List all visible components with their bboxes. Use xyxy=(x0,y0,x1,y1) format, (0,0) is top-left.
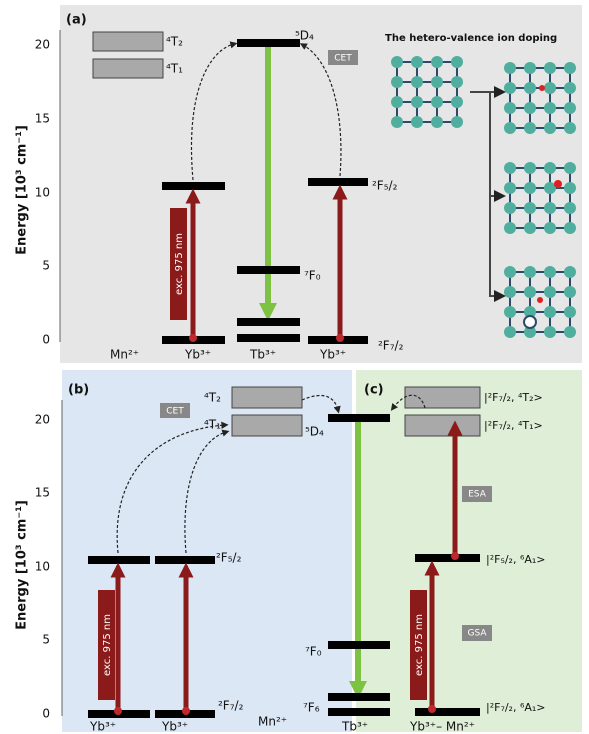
level-box xyxy=(404,414,481,437)
state-label: ⁴T₁ xyxy=(166,62,183,76)
exc-box xyxy=(98,590,115,700)
state-label: ²F₇/₂ xyxy=(378,339,404,353)
state-label: ⁴T₁ xyxy=(204,418,221,432)
state-label: |²F₅/₂, ⁶A₁> xyxy=(486,553,546,566)
panel-label: (c) xyxy=(364,383,384,398)
dot xyxy=(428,705,436,713)
dopant xyxy=(537,297,543,303)
ion-label: Yb³⁺ xyxy=(184,348,211,362)
transfer-arrow xyxy=(116,421,229,554)
state-label: ⁴T₂ xyxy=(204,391,221,405)
tag: GSA xyxy=(467,629,487,639)
state-label: ⁷F₀ xyxy=(305,645,322,659)
level-box xyxy=(92,58,164,79)
ion-label: Tb³⁺ xyxy=(341,720,368,734)
tick-label: 10 xyxy=(35,560,50,574)
vacancy xyxy=(523,315,537,329)
dot xyxy=(451,552,459,560)
level-box xyxy=(231,414,303,437)
panel-label: (b) xyxy=(68,383,89,398)
exc-label: exc. 975 nm xyxy=(414,614,425,676)
exc-label: exc. 975 nm xyxy=(102,614,113,676)
state-label: |²F₇/₂, ⁴T₁> xyxy=(484,419,543,432)
state-label: ⁴T₂ xyxy=(166,35,183,49)
tag-box xyxy=(462,625,492,641)
state-label: ²F₇/₂ xyxy=(218,699,244,713)
state-label: |²F₇/₂, ⁴T₂> xyxy=(484,391,543,404)
tag: CET xyxy=(334,54,352,64)
dopant xyxy=(554,180,562,188)
axis-title: Energy [10³ cm⁻¹] xyxy=(15,500,30,630)
exc-label: exc. 975 nm xyxy=(174,233,185,295)
ion-label: Yb³⁺ xyxy=(319,348,346,362)
axis-title: Energy [10³ cm⁻¹] xyxy=(15,125,30,255)
ion-label: Mn²⁺ xyxy=(110,348,139,362)
tag: CET xyxy=(166,407,184,417)
tick-label: 5 xyxy=(42,259,50,273)
bracket xyxy=(470,91,506,302)
tick-label: 20 xyxy=(35,413,50,427)
state-label: ⁵D₄ xyxy=(305,425,324,439)
tick-label: 15 xyxy=(35,112,50,126)
tick-label: 0 xyxy=(42,707,50,721)
state-label: ²F₅/₂ xyxy=(372,179,398,193)
tag: ESA xyxy=(468,490,487,500)
panel-a: (a) Energy [10³ cm⁻¹] 0 5 10 15 20 ⁴T₂ ⁴… xyxy=(15,5,582,363)
state-label: |²F₇/₂, ⁶A₁> xyxy=(486,701,546,714)
state-label: ⁷F₆ xyxy=(303,701,320,715)
ion-label: Tb³⁺ xyxy=(249,348,276,362)
dopant xyxy=(539,85,545,91)
state-label: ⁷F₀ xyxy=(304,269,321,283)
exc-box xyxy=(410,590,427,700)
tick-label: 0 xyxy=(42,333,50,347)
dot xyxy=(182,707,190,715)
tag-box xyxy=(462,486,492,502)
panel-label: (a) xyxy=(66,13,87,28)
panel-bc: (b) (c) Energy [10³ cm⁻¹] 0 5 10 15 20 ²… xyxy=(15,370,582,734)
state-label: ²F₅/₂ xyxy=(216,551,242,565)
doping-title: The hetero-valence ion doping xyxy=(385,33,557,44)
dot xyxy=(336,334,344,342)
ion-label: Yb³⁺ xyxy=(161,720,188,734)
ion-label: Yb³⁺– Mn²⁺ xyxy=(409,720,475,734)
dot xyxy=(114,707,122,715)
ion-label: Yb³⁺ xyxy=(89,720,116,734)
level-box xyxy=(92,31,164,52)
tick-label: 10 xyxy=(35,186,50,200)
level-box xyxy=(404,386,481,409)
transfer-arrow xyxy=(184,429,230,554)
tag-box xyxy=(160,403,190,418)
tick-label: 5 xyxy=(42,633,50,647)
state-label: ⁵D₄ xyxy=(295,29,314,43)
dot xyxy=(189,334,197,342)
tag-box xyxy=(328,50,358,65)
level-box xyxy=(231,386,303,409)
transfer-arrow xyxy=(301,395,341,414)
ion-label: Mn²⁺ xyxy=(258,715,287,729)
transfer-arrow xyxy=(299,43,342,177)
tick-label: 20 xyxy=(35,38,50,52)
exc-box xyxy=(170,208,187,320)
tick-label: 15 xyxy=(35,486,50,500)
transfer-arrow xyxy=(190,41,238,181)
